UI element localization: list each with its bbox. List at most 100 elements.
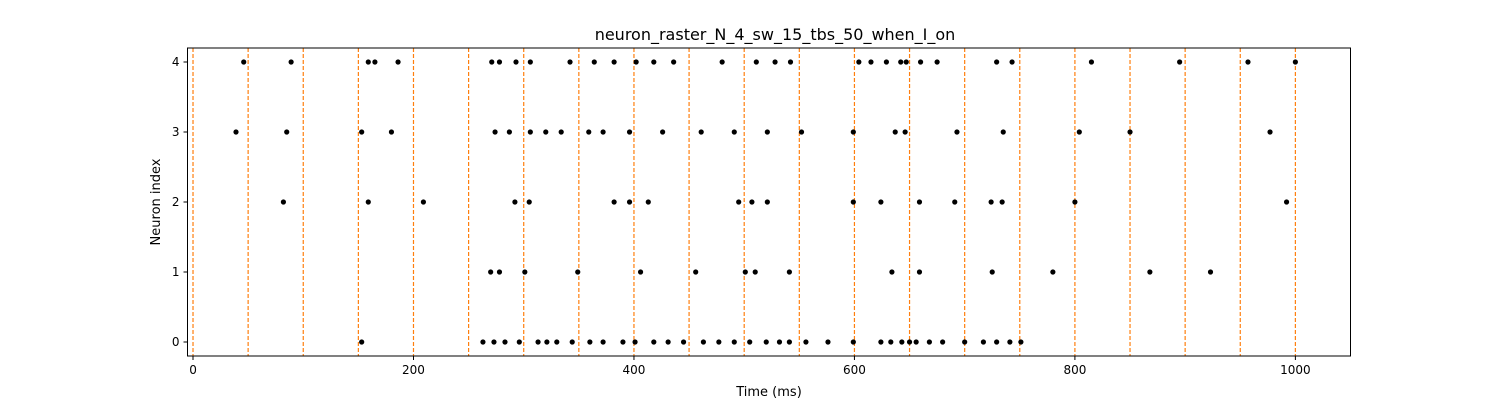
spike-point (492, 129, 498, 135)
spike-point (600, 129, 606, 135)
x-axis: 0 200 400 600 800 1000 (189, 356, 1311, 377)
spike-point (395, 59, 401, 65)
spike-point (753, 59, 759, 65)
spike-point (611, 199, 617, 205)
spike-point (752, 269, 758, 275)
spike-point (512, 199, 518, 205)
spike-point (716, 339, 722, 345)
spike-point (359, 129, 365, 135)
spike-point (906, 339, 913, 345)
spike-point (420, 199, 427, 205)
spike-point (365, 199, 371, 205)
spike-point (372, 59, 378, 65)
spike-point (651, 339, 657, 345)
spike-point (1267, 129, 1273, 135)
y-axis: 0 1 2 3 4 (172, 55, 188, 349)
spike-point (496, 269, 503, 275)
spike-point (1147, 269, 1153, 275)
spike-point (660, 129, 666, 135)
spike-point (1292, 59, 1298, 65)
spike-point (731, 339, 737, 345)
spike-point (719, 59, 725, 65)
x-axis-label: Time (ms) (735, 385, 802, 400)
spike-point (892, 129, 898, 135)
spike-point (1007, 339, 1013, 345)
y-tick-label: 2 (172, 195, 180, 209)
spike-point (388, 129, 395, 135)
spike-point (496, 59, 503, 65)
spike-point (665, 339, 671, 345)
spike-point (980, 339, 987, 345)
y-tick-label: 1 (172, 265, 180, 279)
spike-point (1072, 199, 1078, 205)
spike-point (916, 199, 923, 205)
spike-point (803, 339, 809, 345)
spike-point (1283, 199, 1290, 205)
spike-point (480, 339, 486, 345)
spike-point (888, 339, 894, 345)
spike-point (600, 339, 606, 345)
x-tick-label: 1000 (1280, 363, 1311, 377)
spike-point (934, 59, 940, 65)
spike-point (567, 59, 573, 65)
spike-point (787, 59, 794, 65)
spike-point (587, 339, 593, 345)
spike-point (488, 269, 494, 275)
spike-point (825, 339, 831, 345)
spike-point (954, 129, 960, 135)
spike-point (527, 129, 533, 135)
spike-point (489, 59, 495, 65)
spike-point (1245, 59, 1251, 65)
spike-point (988, 199, 994, 205)
spike-point (365, 59, 371, 65)
spike-point (917, 59, 924, 65)
spike-point (620, 339, 626, 345)
y-axis-label: Neuron index (149, 158, 164, 245)
spike-point (899, 339, 905, 345)
spike-point (586, 129, 592, 135)
plot-area (192, 48, 1298, 356)
spike-point (626, 199, 633, 205)
spike-point (786, 269, 792, 275)
spike-point (591, 59, 597, 65)
spike-point (898, 59, 904, 65)
spike-point (856, 59, 862, 65)
spike-point (502, 339, 508, 345)
spike-point (543, 129, 549, 135)
chart-title: neuron_raster_N_4_sw_15_tbs_50_when_I_on (595, 25, 956, 45)
spike-point (626, 129, 633, 135)
spike-point (1088, 59, 1095, 65)
spike-point (1177, 59, 1183, 65)
spike-point (1050, 269, 1056, 275)
spike-point (1009, 59, 1015, 65)
y-tick-label: 3 (172, 125, 180, 139)
spike-point (994, 59, 1000, 65)
spike-point (526, 199, 532, 205)
x-tick-label: 600 (843, 363, 866, 377)
spike-point (798, 129, 805, 135)
spike-point (645, 199, 651, 205)
x-tick-label: 400 (623, 363, 646, 377)
spike-point (903, 59, 909, 65)
spike-point (233, 129, 239, 135)
spike-point (913, 339, 919, 345)
spike-point (776, 339, 783, 345)
spike-point (878, 339, 884, 345)
spike-point (994, 339, 1000, 345)
spike-point (764, 199, 770, 205)
spike-point (786, 339, 792, 345)
spike-point (999, 199, 1005, 205)
spike-point (693, 269, 699, 275)
spike-point (280, 199, 287, 205)
x-tick-label: 200 (402, 363, 425, 377)
spike-point (637, 269, 644, 275)
spike-point (680, 339, 687, 345)
spike-point (962, 339, 968, 345)
spike-point (742, 269, 748, 275)
spike-point (1076, 129, 1082, 135)
spike-point (554, 339, 560, 345)
spike-point (491, 339, 497, 345)
spike-point (916, 269, 923, 275)
spike-point (506, 129, 512, 135)
